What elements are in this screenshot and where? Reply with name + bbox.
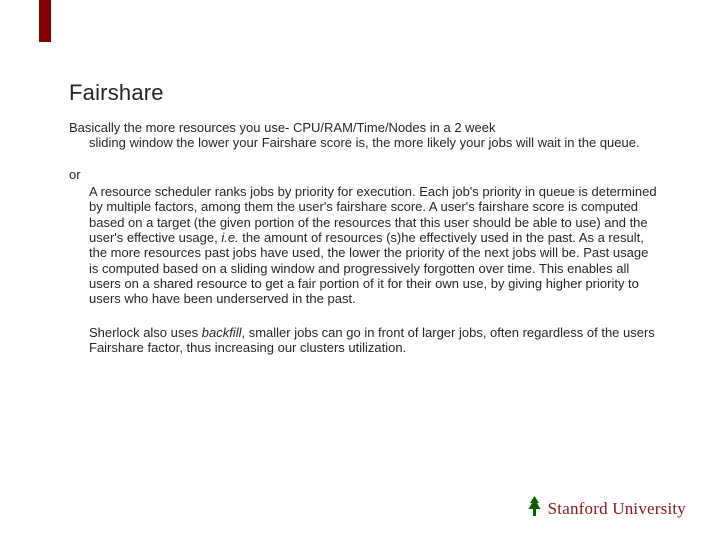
paragraph-2: A resource scheduler ranks jobs by prior… [69, 184, 659, 307]
p3-em: backfill [202, 325, 242, 340]
p3-pre: Sherlock also uses [89, 325, 202, 340]
logo-text: Stanford University [548, 499, 686, 519]
p2-ie: i.e. [221, 230, 238, 245]
slide: Fairshare Basically the more resources y… [0, 0, 720, 540]
paragraph-1: Basically the more resources you use- CP… [69, 120, 659, 151]
or-label: or [69, 167, 81, 182]
accent-bar [39, 0, 51, 42]
p1-lead: Basically the more resources you use- CP… [69, 120, 496, 135]
paragraph-or: or [69, 167, 659, 182]
slide-title: Fairshare [69, 80, 164, 106]
tree-icon [527, 495, 542, 522]
footer-logo: Stanford University [527, 495, 686, 522]
p1-rest: sliding window the lower your Fairshare … [69, 135, 659, 150]
body-text: Basically the more resources you use- CP… [69, 120, 659, 355]
paragraph-3: Sherlock also uses backfill, smaller job… [69, 325, 659, 356]
